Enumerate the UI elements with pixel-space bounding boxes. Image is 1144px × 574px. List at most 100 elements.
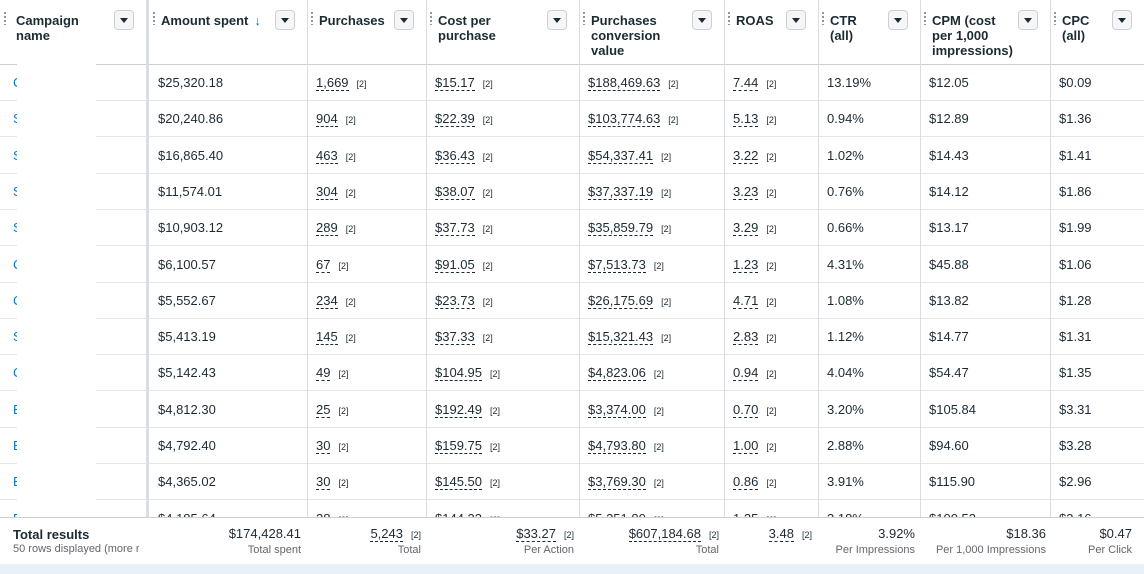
metric-value[interactable]: 0.86 — [733, 474, 759, 491]
column-menu-icon[interactable] — [547, 10, 567, 30]
column-menu-icon[interactable] — [394, 10, 414, 30]
metric-value[interactable]: 25 — [316, 401, 331, 418]
metric-value[interactable]: $192.49 — [435, 401, 482, 418]
metric-value[interactable]: 1.00 — [733, 438, 759, 454]
metric-value[interactable]: $38.07 — [435, 183, 475, 200]
metric-value[interactable]: 234 — [316, 292, 338, 309]
header-cpm[interactable]: CPM (cost per 1,000 impressions) — [922, 0, 1016, 64]
table-row[interactable]: C$25,320.181,669[2]$15.17[2]$188,469.63[… — [0, 65, 1144, 101]
column-menu-icon[interactable] — [1112, 10, 1132, 30]
column-menu-icon[interactable] — [114, 10, 134, 30]
header-roas[interactable]: ROAS — [726, 0, 784, 64]
metric-value[interactable]: $145.50 — [435, 474, 482, 491]
column-drag-handle-icon[interactable] — [1054, 11, 1056, 25]
metric-value[interactable]: $35,859.79 — [588, 220, 654, 237]
total-value-value[interactable]: $607,184.68 — [628, 526, 701, 542]
header-ctr[interactable]: CTR (all) — [820, 0, 886, 64]
column-drag-handle-icon[interactable] — [4, 11, 6, 25]
column-menu-icon[interactable] — [275, 10, 295, 30]
metric-value[interactable]: $37.33 — [435, 329, 475, 346]
metric-value[interactable]: $159.75 — [435, 438, 482, 454]
column-divider[interactable] — [426, 0, 427, 517]
metric-value[interactable]: 1.23 — [733, 256, 759, 273]
table-row[interactable]: C$5,142.4349[2]$104.95[2]$4,823.06[2]0.9… — [0, 355, 1144, 392]
metric-value[interactable]: $36.43 — [435, 147, 475, 164]
table-row[interactable]: C$6,100.5767[2]$91.05[2]$7,513.73[2]1.23… — [0, 247, 1144, 283]
header-purchases[interactable]: Purchases — [309, 0, 392, 64]
table-row[interactable]: E$4,792.4030[2]$159.75[2]$4,793.80[2]1.0… — [0, 428, 1144, 464]
sort-descending-icon[interactable]: ↓ — [254, 13, 261, 28]
metric-value[interactable]: 0.94 — [733, 365, 759, 382]
column-divider[interactable] — [307, 0, 308, 517]
column-menu-icon[interactable] — [1018, 10, 1038, 30]
column-drag-handle-icon[interactable] — [430, 11, 432, 25]
table-row[interactable]: S$16,865.40463[2]$36.43[2]$54,337.41[2]3… — [0, 138, 1144, 174]
total-purchases-value[interactable]: 5,243 — [370, 526, 403, 542]
column-divider[interactable] — [724, 0, 725, 517]
metric-value[interactable]: 904 — [316, 111, 338, 128]
metric-value[interactable]: $4,793.80 — [588, 438, 646, 454]
metric-value[interactable]: 463 — [316, 147, 338, 164]
header-amount-spent[interactable]: Amount spent ↓ — [151, 0, 273, 64]
table-row[interactable]: S$20,240.86904[2]$22.39[2]$103,774.63[2]… — [0, 101, 1144, 138]
metric-value[interactable]: $3,374.00 — [588, 401, 646, 418]
metric-value[interactable]: $37,337.19 — [588, 183, 654, 200]
table-row[interactable]: C$5,552.67234[2]$23.73[2]$26,175.69[2]4.… — [0, 283, 1144, 319]
metric-value[interactable]: $4,823.06 — [588, 365, 646, 382]
table-row[interactable]: E$4,365.0230[2]$145.50[2]$3,769.30[2]0.8… — [0, 464, 1144, 501]
metric-value[interactable]: $54,337.41 — [588, 147, 654, 164]
header-campaign-name[interactable]: Campaign name — [6, 0, 116, 64]
metric-value[interactable]: 3.22 — [733, 147, 759, 164]
table-row[interactable]: S$11,574.01304[2]$38.07[2]$37,337.19[2]3… — [0, 174, 1144, 210]
metric-value[interactable]: $15,321.43 — [588, 329, 654, 346]
column-divider[interactable] — [920, 0, 921, 517]
total-cpp-value[interactable]: $33.27 — [516, 526, 556, 542]
column-drag-handle-icon[interactable] — [728, 11, 730, 25]
column-divider[interactable] — [146, 0, 149, 517]
column-drag-handle-icon[interactable] — [311, 11, 313, 25]
metric-value[interactable]: 1,669 — [316, 75, 349, 91]
metric-value[interactable]: 0.70 — [733, 401, 759, 418]
metric-value[interactable]: 30 — [316, 474, 331, 491]
metric-value[interactable]: 304 — [316, 183, 338, 200]
column-divider[interactable] — [579, 0, 580, 517]
table-row[interactable]: S$5,413.19145[2]$37.33[2]$15,321.43[2]2.… — [0, 319, 1144, 356]
metric-value[interactable]: $103,774.63 — [588, 111, 661, 128]
header-cost-per-purchase[interactable]: Cost per purchase — [428, 0, 545, 64]
metric-value[interactable]: $22.39 — [435, 111, 475, 128]
metric-value[interactable]: 67 — [316, 256, 331, 273]
metric-value[interactable]: $3,769.30 — [588, 474, 646, 491]
metric-value[interactable]: 30 — [316, 438, 331, 454]
metric-value[interactable]: $23.73 — [435, 292, 475, 309]
metric-value[interactable]: $26,175.69 — [588, 292, 654, 309]
metric-value[interactable]: $15.17 — [435, 75, 475, 91]
metric-value[interactable]: $37.73 — [435, 220, 475, 237]
metric-value[interactable]: 7.44 — [733, 75, 759, 91]
metric-value[interactable]: 289 — [316, 220, 338, 237]
header-conversion-value[interactable]: Purchases conversion value — [581, 0, 690, 64]
table-row[interactable]: S$10,903.12289[2]$37.73[2]$35,859.79[2]3… — [0, 210, 1144, 247]
metric-value[interactable]: $91.05 — [435, 256, 475, 273]
column-divider[interactable] — [1050, 0, 1051, 517]
column-menu-icon[interactable] — [888, 10, 908, 30]
metric-value[interactable]: 5.13 — [733, 111, 759, 128]
metric-value[interactable]: $7,513.73 — [588, 256, 646, 273]
column-drag-handle-icon[interactable] — [822, 11, 824, 25]
column-menu-icon[interactable] — [692, 10, 712, 30]
metric-value[interactable]: 49 — [316, 365, 331, 382]
metric-value[interactable]: 3.23 — [733, 183, 759, 200]
metric-value[interactable]: $188,469.63 — [588, 75, 661, 91]
metric-value[interactable]: 2.83 — [733, 329, 759, 346]
metric-value[interactable]: 4.71 — [733, 292, 759, 309]
metric-value[interactable]: 145 — [316, 329, 338, 346]
column-drag-handle-icon[interactable] — [583, 11, 585, 25]
metric-value[interactable]: 3.29 — [733, 220, 759, 237]
column-drag-handle-icon[interactable] — [924, 11, 926, 25]
total-roas-value[interactable]: 3.48 — [768, 526, 794, 542]
column-divider[interactable] — [818, 0, 819, 517]
metric-value[interactable]: $104.95 — [435, 365, 482, 382]
column-menu-icon[interactable] — [786, 10, 806, 30]
column-drag-handle-icon[interactable] — [153, 11, 155, 25]
header-cpc[interactable]: CPC (all) — [1052, 0, 1110, 64]
table-row[interactable]: E$4,812.3025[2]$192.49[2]$3,374.00[2]0.7… — [0, 392, 1144, 428]
